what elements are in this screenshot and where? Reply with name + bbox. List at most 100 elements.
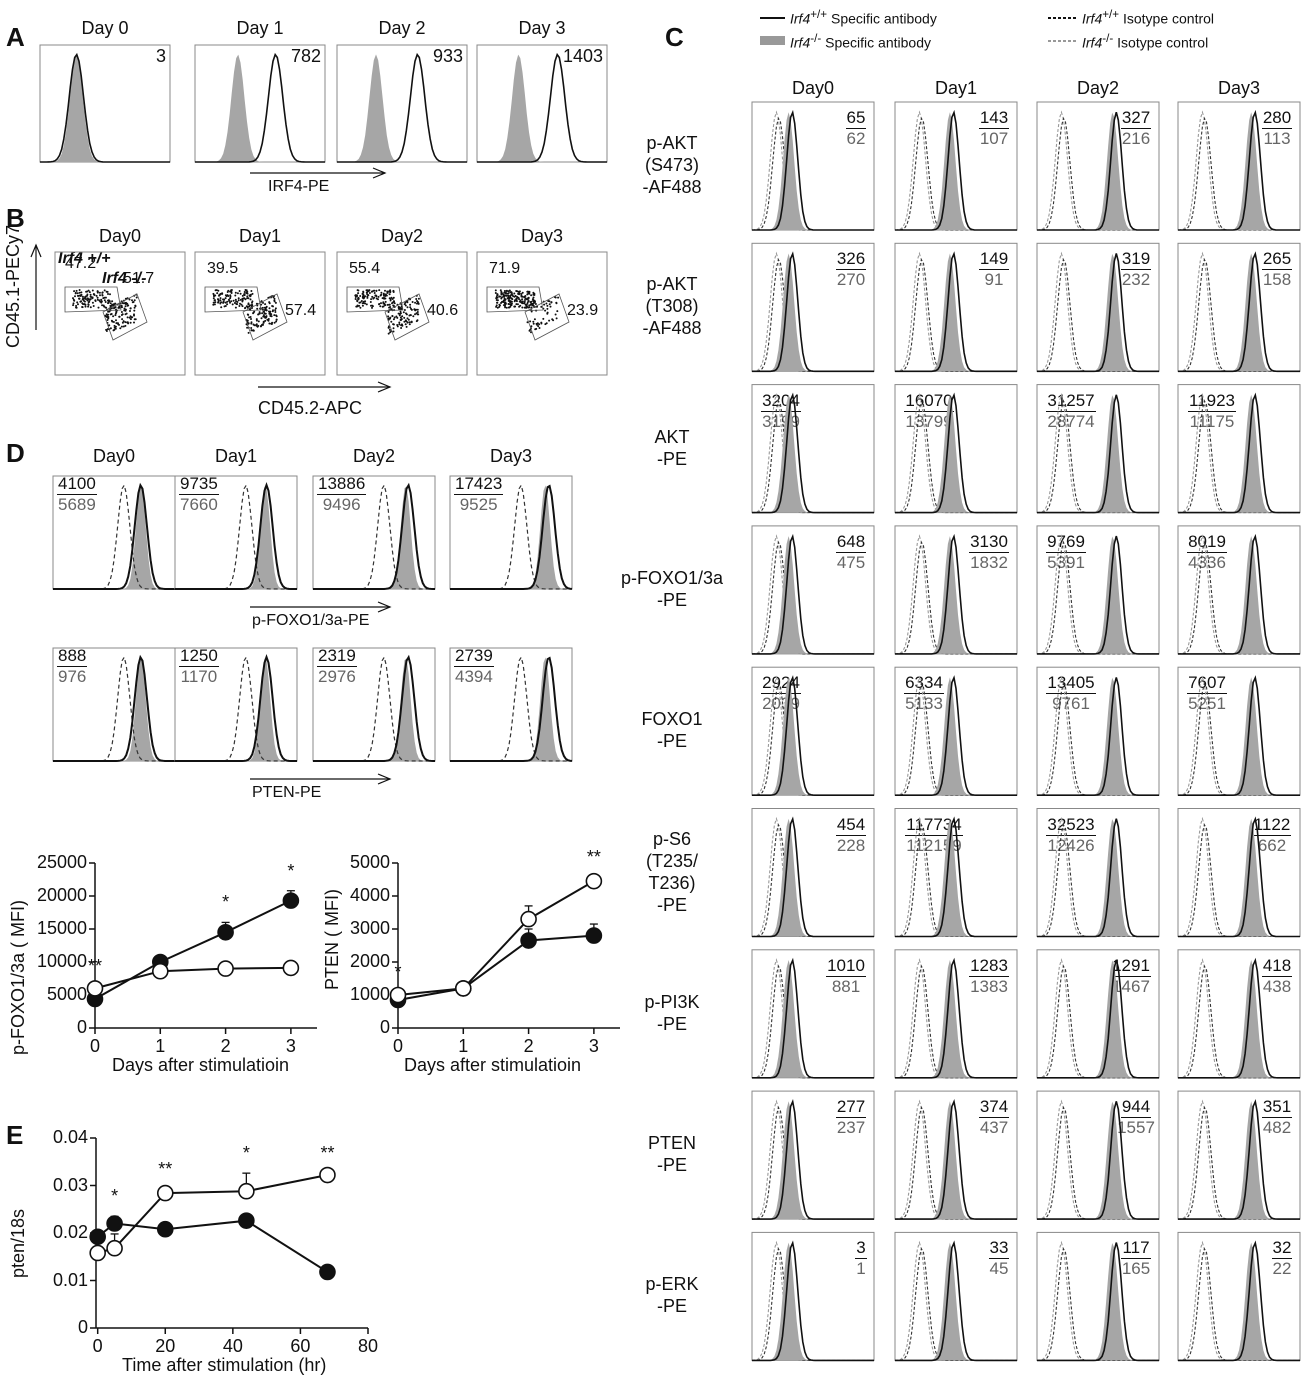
gate-wt-value-b-1: 39.5: [207, 260, 239, 277]
ko-isotype-c-2-0: [751, 392, 874, 514]
mfi-specific: 1283: [969, 955, 1009, 977]
mfi-specific: 2739: [454, 646, 494, 667]
panel-label-d: D: [6, 438, 25, 468]
day-header-c-2: Day2: [1076, 78, 1120, 98]
wt-histogram-c-2-0: [752, 392, 874, 514]
x-axis-label-2: Time after stimulation (hr): [122, 1355, 327, 1375]
mfi-c-1-1: 149 91: [975, 249, 1013, 290]
cd452-axis-arrow-head: [377, 381, 392, 393]
wt-isotype-c-0-0: [752, 116, 874, 231]
mfi-c-7-3: 351 482: [1258, 1097, 1296, 1138]
ko-isotype-c-3-2: [1036, 534, 1159, 655]
day-header-b-0: Day0: [98, 226, 142, 246]
wt-isotype-c-5-3: [1178, 823, 1300, 938]
ko-isotype-c-1-2: [1036, 251, 1159, 372]
mfi-ko: 5689: [58, 495, 96, 514]
y-tick-label-0: 15000: [36, 918, 87, 938]
mfi-value-a-0: 3: [155, 46, 166, 66]
ko-histogram-c-1-1: [895, 253, 1017, 372]
data-point-2-0: [319, 1263, 336, 1281]
wt-histogram-d-pten-3: [450, 656, 573, 762]
x-tick-label-2: 0: [92, 1336, 103, 1356]
mfi-specific: 265: [1261, 249, 1293, 271]
series-line-0-0: [94, 899, 292, 1000]
data-point-1-1: [454, 980, 472, 997]
day-header-d-3: Day3: [489, 446, 533, 466]
day-header-d-1: Day1: [214, 446, 258, 466]
ko-isotype-c-7-3: [1177, 1099, 1300, 1220]
day-header-d-0: Day0: [92, 446, 136, 466]
x-tick-label-0: 3: [285, 1036, 296, 1056]
mfi-ko: 4394: [455, 667, 493, 686]
data-point-1-0: [585, 927, 603, 944]
y-tick-label-1: 2000: [349, 951, 390, 971]
histogram-frame-d-foxo-2: [312, 475, 436, 590]
row-label-c-5-1: (T235/: [645, 850, 699, 871]
isotype-histogram-d-pten-3: [450, 655, 572, 762]
y-tick-label-1: 5000: [349, 852, 390, 872]
irf4-axis-label: IRF4-PE: [268, 178, 330, 195]
wt-histogram-c-3-2: [1037, 535, 1159, 655]
line-chart-0: [86, 862, 317, 1034]
ko-histogram-c-8-1: [895, 1242, 1017, 1361]
irf4-axis-arrow-head: [372, 167, 387, 179]
histogram-frame-a-2: [336, 44, 468, 163]
ko-isotype-c-4-3: [1177, 675, 1300, 796]
legend-ko-isotype: Irf4-/- Isotype control: [1082, 32, 1209, 51]
ko-histogram-c-7-0: [752, 1101, 874, 1220]
histogram-frame-c-0-0: [751, 101, 875, 231]
row-label-c-5-0: p-S6: [652, 828, 692, 849]
histogram-frame-c-6-0: [751, 949, 875, 1079]
y-tick-label-0: 0: [76, 1017, 87, 1037]
wt-isotype-c-4-2: [1037, 682, 1159, 796]
histogram-frame-c-3-2: [1036, 525, 1160, 655]
wt-histogram-c-7-2: [1037, 1101, 1159, 1220]
mfi-ko: 475: [836, 552, 866, 572]
row-label-c-7-1: -PE: [656, 1155, 687, 1176]
mfi-specific: 32523: [1046, 814, 1096, 836]
wt-histogram-c-0-3: [1178, 109, 1300, 231]
mfi-value-a-1: 782: [290, 46, 321, 66]
row-label-c-1-1: (T308): [645, 296, 699, 317]
ko-isotype-c-0-2: [1036, 110, 1159, 231]
ko-histogram-c-5-2: [1037, 819, 1159, 937]
wt-histogram-c-2-1: [895, 392, 1017, 514]
wt-histogram-d-foxo-0: [53, 482, 175, 590]
day-header-c-3: Day3: [1217, 78, 1261, 98]
day-header-a-2: Day 2: [378, 18, 426, 38]
ko-isotype-c-4-0: [751, 675, 874, 796]
panel-label-e: E: [6, 1120, 24, 1150]
y-tick-label-1: 0: [379, 1017, 390, 1037]
ko-histogram-d-foxo-3: [450, 485, 572, 589]
data-point-2-0: [156, 1220, 174, 1238]
ko-histogram-c-6-1: [895, 960, 1017, 1078]
significance-mark-2-3: **: [320, 1142, 335, 1163]
wt-histogram-c-6-0: [752, 957, 874, 1079]
gate-wt-value-b-0: 47.2: [65, 255, 97, 272]
mfi-ko: 216: [1121, 129, 1151, 148]
data-point-2-1: [238, 1182, 255, 1200]
data-point-2-0: [106, 1215, 123, 1232]
wt-histogram-c-7-3: [1178, 1099, 1300, 1220]
mfi-c-0-2: 327 216: [1117, 108, 1155, 149]
x-tick-label-0: 0: [89, 1036, 100, 1056]
y-tick-label-0: 5000: [46, 984, 87, 1004]
mfi-specific: 2319: [317, 646, 357, 667]
histogram-frame-c-2-0: [751, 384, 875, 514]
mfi-specific: 17423: [454, 474, 504, 495]
mfi-ko: 91: [984, 270, 1004, 290]
ko-histogram-c-3-2: [1037, 536, 1159, 654]
histogram-frame-c-1-3: [1177, 242, 1301, 372]
mfi-specific: 3130: [969, 531, 1009, 553]
ko-isotype-c-1-3: [1177, 251, 1300, 372]
legend-wt-specific: Irf4+/+ Specific antibody: [790, 8, 937, 27]
ko-histogram-d-foxo-0: [53, 485, 175, 589]
wt-histogram-c-8-3: [1178, 1240, 1300, 1362]
mfi-c-5-3: 1122 662: [1248, 815, 1296, 856]
wt-histogram-c-1-1: [895, 251, 1017, 373]
mfi-specific: 418: [1261, 955, 1293, 977]
ko-histogram-c-6-2: [1037, 960, 1159, 1078]
histogram-frame-d-pten-0: [52, 647, 176, 762]
histogram-frame-c-7-2: [1036, 1090, 1160, 1220]
